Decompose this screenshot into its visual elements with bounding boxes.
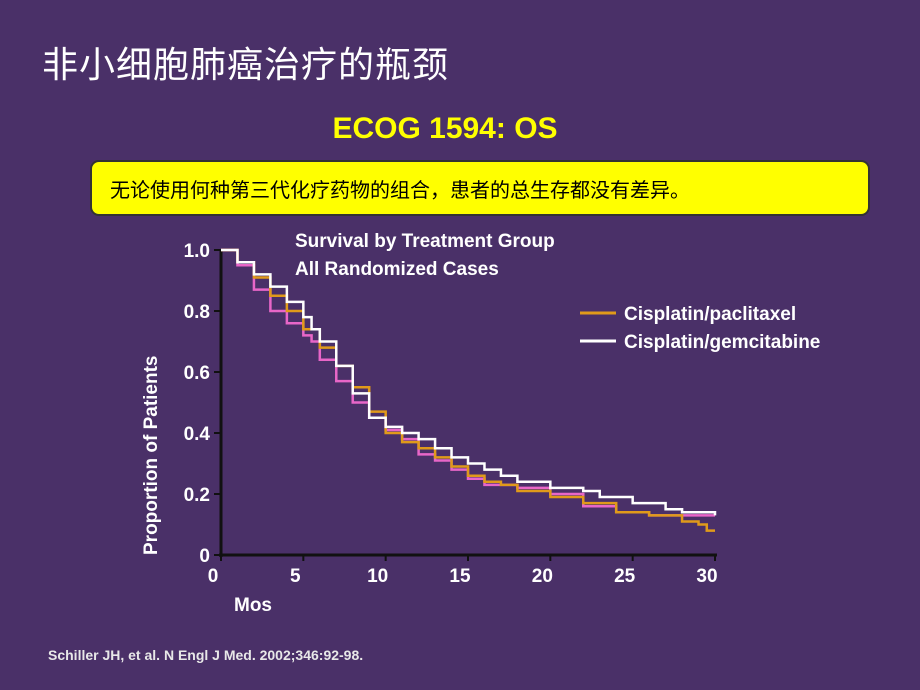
y-axis-label: Proportion of Patients <box>141 356 162 556</box>
series-line-cisplatin-paclitaxel <box>221 248 715 532</box>
x-tick-label: 30 <box>696 566 717 587</box>
chart-subtitle: All Randomized Cases <box>295 259 499 280</box>
x-tick-label: 5 <box>290 566 301 587</box>
citation: Schiller JH, et al. N Engl J Med. 2002;3… <box>48 647 364 663</box>
legend-label: Cisplatin/paclitaxel <box>624 304 796 325</box>
y-tick-label: 0.6 <box>184 363 210 384</box>
y-tick-label: 0.2 <box>184 485 210 506</box>
y-tick-label: 0 <box>199 546 210 567</box>
slide-subtitle: ECOG 1594: OS <box>332 112 558 145</box>
slide-title: 非小细胞肺癌治疗的瓶颈 <box>42 45 450 86</box>
x-axis-label: Mos <box>234 595 272 616</box>
y-tick-label: 0.8 <box>184 302 210 323</box>
series-line-cisplatin-gemcitabine <box>221 248 717 516</box>
x-tick-label: 10 <box>367 566 388 587</box>
chart-title: Survival by Treatment Group <box>295 231 555 252</box>
callout-text: 无论使用何种第三代化疗药物的组合，患者的总生存都没有差异。 <box>110 177 690 202</box>
legend-label: Cisplatin/gemcitabine <box>624 332 820 353</box>
callout-box: 无论使用何种第三代化疗药物的组合，患者的总生存都没有差异。 <box>90 160 870 216</box>
y-tick-label: 0.4 <box>184 424 211 445</box>
x-tick-label: 0 <box>208 566 219 587</box>
y-tick-label: 1.0 <box>184 241 210 262</box>
x-tick-label: 20 <box>532 566 553 587</box>
x-tick-label: 25 <box>614 566 636 587</box>
x-tick-label: 15 <box>449 566 471 587</box>
